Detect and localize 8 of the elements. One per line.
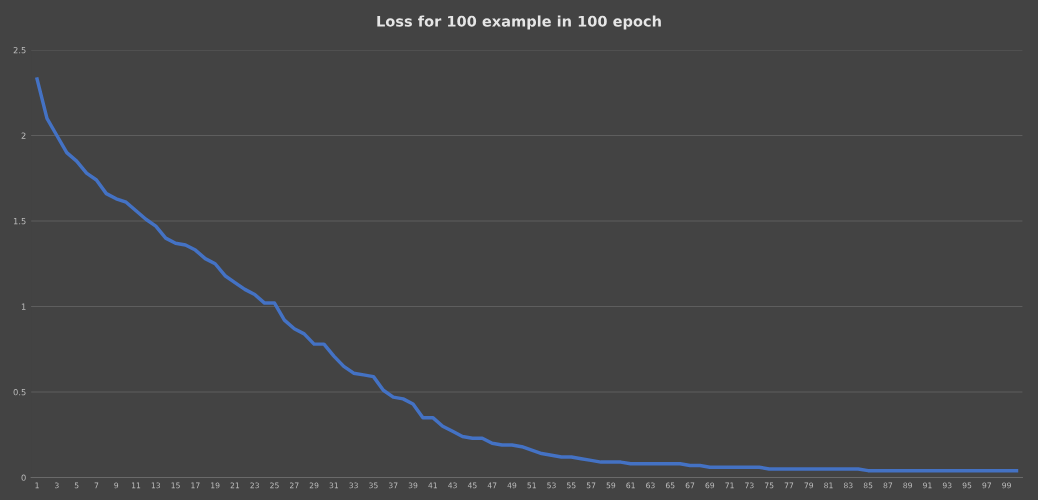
y-tick-label: 0.5 <box>13 388 26 396</box>
y-tick-label: 2 <box>21 132 26 139</box>
line-series <box>35 77 1019 473</box>
chart-title: Loss for 100 example in 100 epoch <box>377 15 661 30</box>
y-tick-label: 1 <box>21 303 26 310</box>
y-tick-label: 1.5 <box>13 218 26 225</box>
y-tick-label: 0 <box>21 474 26 481</box>
y-tick-label: 2.5 <box>13 46 26 54</box>
